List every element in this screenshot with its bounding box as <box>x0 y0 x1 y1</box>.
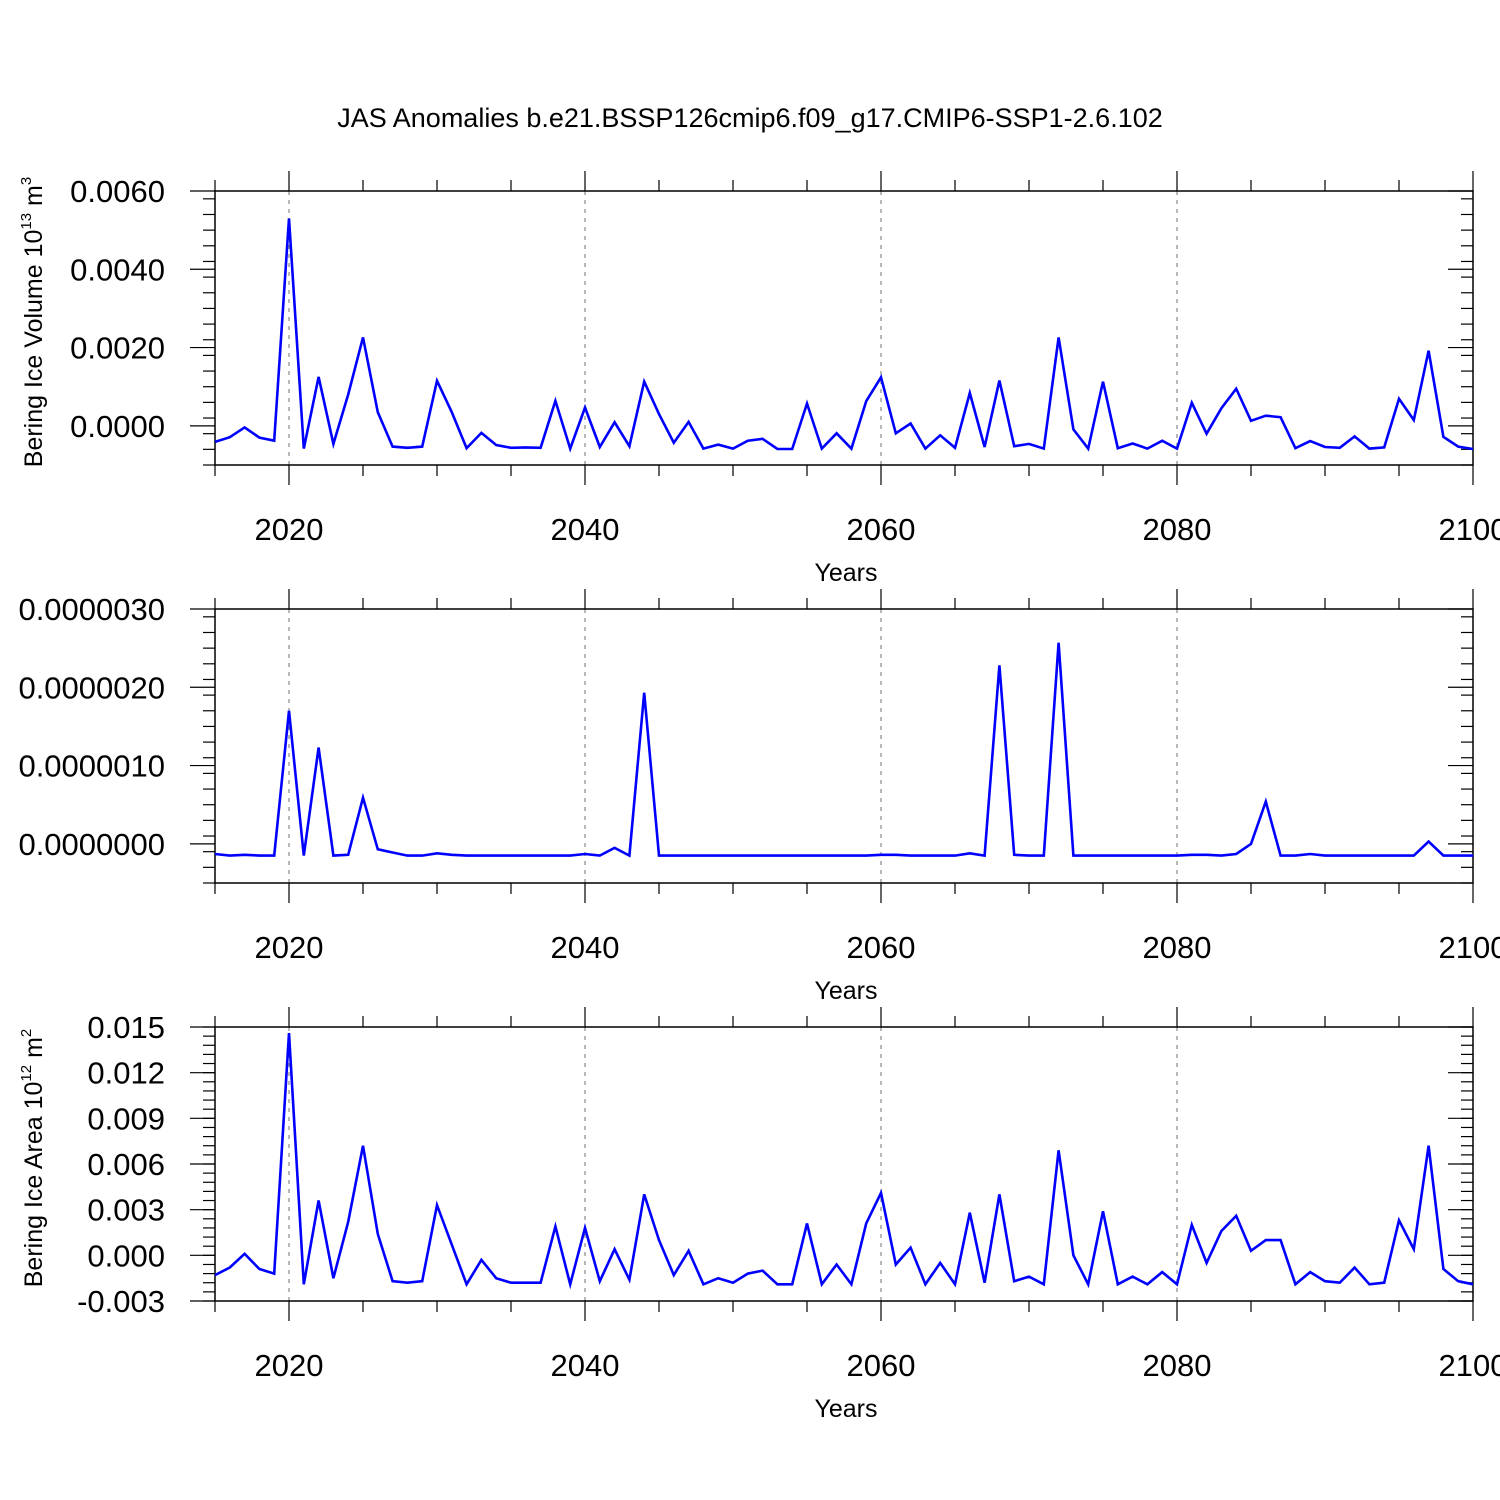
x-tick-label: 2080 <box>1143 1348 1212 1383</box>
x-tick-label: 2060 <box>847 1348 916 1383</box>
y-tick-label: 0.0000020 <box>18 670 165 705</box>
x-tick-label: 2020 <box>255 1348 324 1383</box>
x-tick-label: 2040 <box>551 512 620 547</box>
series-line <box>214 218 1474 453</box>
y-tick-label: 0.009 <box>87 1101 165 1136</box>
x-tick-label: 2040 <box>551 930 620 965</box>
x-tick-label: 2080 <box>1143 930 1212 965</box>
y-axis-label-text: m <box>20 1037 48 1065</box>
y-axis-label-superscript: 2 <box>18 1029 35 1037</box>
plot-frame <box>214 608 1474 884</box>
panels: 2020 2040 2060 2080 2100 Years 0.0000 0.0020 0.0… <box>18 171 1500 1423</box>
y-axis-label: Bering Ice Area 1012 m2 <box>18 1029 48 1288</box>
y-tick-label: 0.0040 <box>70 252 165 287</box>
x-axis-label: Years <box>814 1395 877 1423</box>
x-tick-label: 2100 <box>1439 930 1500 965</box>
series-line <box>214 642 1473 858</box>
y-tick-label: 0.012 <box>87 1056 165 1091</box>
y-tick-label: 0.0060 <box>70 174 165 209</box>
y-axis-label-text: m <box>20 185 48 213</box>
panel-1: 2020 2040 2060 2080 2100 Years 0.0000 0.0020 0.0… <box>18 171 1500 587</box>
y-tick-label: 0.0020 <box>70 331 165 366</box>
y-axis-label-superscript: 3 <box>18 177 35 185</box>
y-axis-label-text: Bering Ice Area 10 <box>20 1082 48 1288</box>
y-tick-label: 0.0000 <box>70 409 165 444</box>
y-axis-label: Bering Ice Volume 1013 m3 <box>18 177 48 467</box>
x-tick-label: 2040 <box>551 1348 620 1383</box>
y-tick-label: 0.000 <box>87 1238 165 1273</box>
plot-frame <box>214 1026 1474 1302</box>
y-tick-label: 0.015 <box>87 1010 165 1045</box>
y-tick-label: 0.0000010 <box>18 749 165 784</box>
x-tick-label: 2100 <box>1439 1348 1500 1383</box>
y-tick-label: 0.003 <box>87 1193 165 1228</box>
y-tick-label: -0.003 <box>77 1284 165 1319</box>
y-axis-label-text: Bering Ice Volume 10 <box>20 230 48 468</box>
series-line <box>214 1033 1474 1290</box>
y-tick-label: 0.0000030 <box>18 592 165 627</box>
x-tick-label: 2060 <box>847 512 916 547</box>
x-tick-label: 2020 <box>255 512 324 547</box>
x-tick-label: 2100 <box>1439 512 1500 547</box>
panel-2: 2020 2040 2060 2080 2100 Years 0.0000000 0.0000… <box>18 589 1500 1005</box>
x-tick-label: 2060 <box>847 930 916 965</box>
x-axis-label: Years <box>814 559 877 587</box>
x-axis-label: Years <box>814 977 877 1005</box>
y-tick-label: 0.006 <box>87 1147 165 1182</box>
x-tick-label: 2020 <box>255 930 324 965</box>
y-axis-label-superscript: 13 <box>18 213 35 230</box>
chart-title: JAS Anomalies b.e21.BSSP126cmip6.f09_g17… <box>337 103 1163 133</box>
y-axis-label-superscript: 12 <box>18 1065 35 1082</box>
x-tick-label: 2080 <box>1143 512 1212 547</box>
y-tick-label: 0.0000000 <box>18 827 165 862</box>
plot-frame <box>214 190 1474 466</box>
panel-3: 2020 2040 2060 2080 2100 Years -0.003 0.000 0.00… <box>18 1007 1500 1423</box>
